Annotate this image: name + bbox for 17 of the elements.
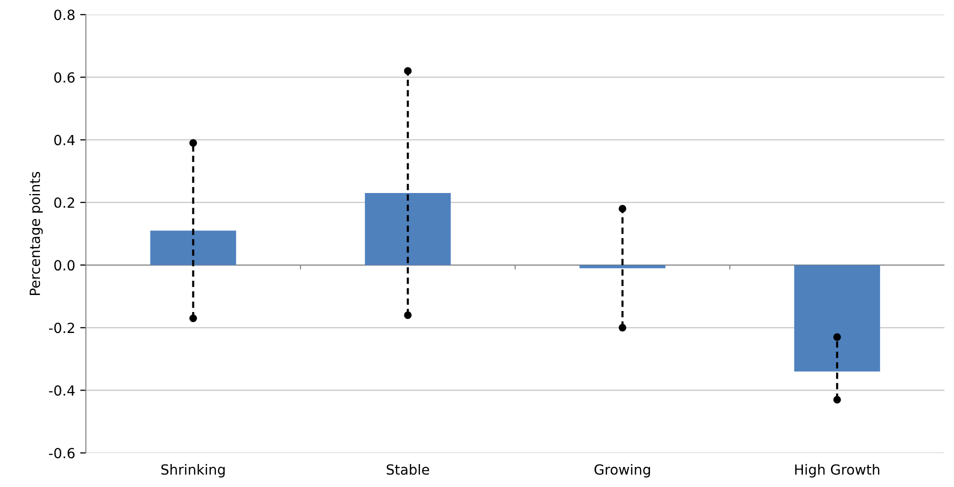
- y-tick-label: -0.6: [49, 448, 75, 458]
- y-tick-label: 0.6: [54, 72, 75, 83]
- bar: [794, 265, 880, 372]
- bar: [364, 193, 451, 266]
- bar: [150, 230, 236, 266]
- y-axis-title: Percentage points: [29, 172, 43, 295]
- x-tick-label: Stable: [386, 464, 430, 475]
- bar: [580, 265, 666, 268]
- y-tick-label: 0.8: [54, 10, 74, 20]
- y-tick-label: 0.4: [54, 134, 75, 146]
- y-tick-label: 0.0: [54, 260, 75, 271]
- x-tick-label: Growing: [594, 464, 650, 478]
- y-tick-label: -0.4: [49, 385, 75, 396]
- y-tick-label: 0.2: [54, 197, 74, 208]
- y-tick-label: -0.2: [49, 322, 74, 334]
- x-tick-label: Shrinking: [161, 464, 225, 478]
- x-tick-label: High Growth: [795, 464, 880, 478]
